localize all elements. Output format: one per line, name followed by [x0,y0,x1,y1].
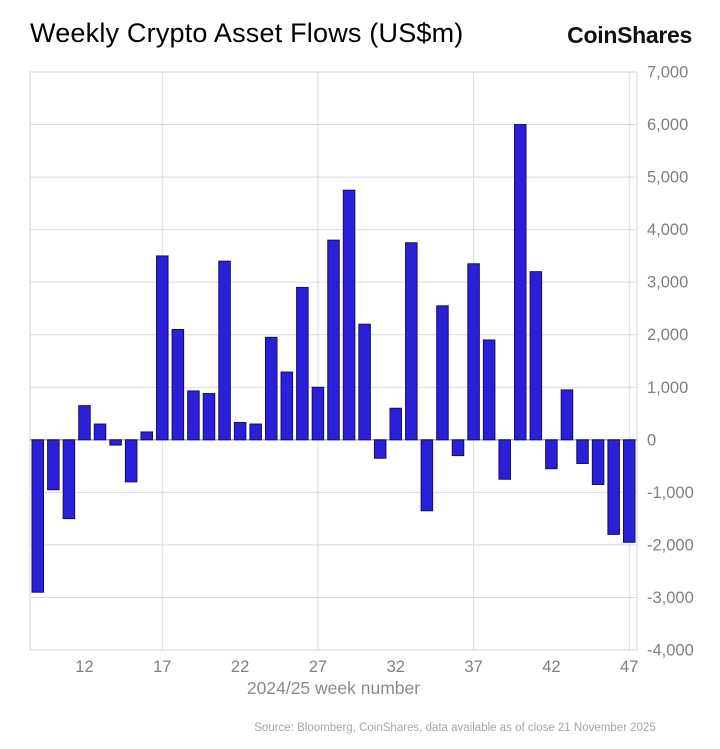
y-tick-label: 0 [647,431,656,449]
bar-week-47 [622,439,636,543]
y-tick-label: 2,000 [647,326,688,344]
bar-week-21 [218,260,231,441]
bar-week-42 [545,439,558,470]
x-axis-label: 2024/25 week number [246,678,421,698]
bar-week-15 [124,439,138,483]
bar-week-28 [327,239,340,441]
bar-week-38 [482,339,496,441]
bar-week-10 [47,439,60,491]
bar-week-34 [420,439,434,512]
bar-week-35 [436,305,449,441]
x-tick-label: 27 [309,658,327,676]
x-tick-label: 12 [75,658,93,676]
bar-week-12 [78,405,91,441]
x-tick-label: 17 [153,658,171,676]
bar-week-43 [560,389,574,441]
bar-week-19 [187,390,200,441]
bar-week-36 [451,439,465,457]
bar-week-20 [202,393,216,441]
bar-week-16 [140,431,153,441]
y-tick-label: 7,000 [647,64,688,82]
bar-week-18 [171,328,185,441]
chart-title: Weekly Crypto Asset Flows (US$m) [30,18,464,48]
bar-week-9 [31,439,45,593]
bar-week-32 [389,407,403,441]
bar-week-33 [405,242,418,441]
y-tick-label: -4,000 [647,642,694,660]
x-tick-label: 47 [620,658,638,676]
bar-week-29 [342,189,356,441]
y-tick-label: -3,000 [647,589,694,607]
x-tick-label: 42 [542,658,560,676]
y-tick-label: -2,000 [647,536,694,554]
bar-week-11 [62,439,76,520]
bar-week-23 [249,423,262,441]
bar-week-24 [264,336,278,441]
bar-week-13 [93,423,107,441]
plot-border [29,71,638,651]
bar-week-44 [576,439,589,464]
y-tick-label: 4,000 [647,221,688,239]
bar-chart: -4,000 -3,000 -2,000 -1,000 0 1,000 2,000 3,000… [29,64,694,676]
x-tick-label: 22 [231,658,249,676]
bar-week-22 [233,421,247,441]
y-tick-label: 3,000 [647,274,688,292]
coinshares-logo: CoinShares [567,22,692,48]
bar-week-30 [358,323,371,441]
y-tick-label: 6,000 [647,116,688,134]
bar-week-27 [311,386,325,441]
bar-week-17 [156,255,169,441]
bar-week-46 [607,439,620,535]
bar-week-26 [296,286,309,441]
source-note: Source: Bloomberg, CoinShares, data avai… [254,722,656,734]
x-tick-label: 37 [464,658,482,676]
bar-week-37 [467,263,480,441]
bar-week-31 [373,439,387,459]
y-tick-label: 5,000 [647,169,688,187]
bar-week-39 [498,439,511,480]
bar-week-41 [529,271,543,441]
bar-week-14 [109,439,122,446]
bar-week-40 [514,124,527,441]
x-tick-label: 32 [387,658,405,676]
bar-week-25 [280,371,294,441]
y-tick-label: -1,000 [647,484,694,502]
bar-week-45 [591,439,605,485]
y-tick-label: 1,000 [647,379,688,397]
